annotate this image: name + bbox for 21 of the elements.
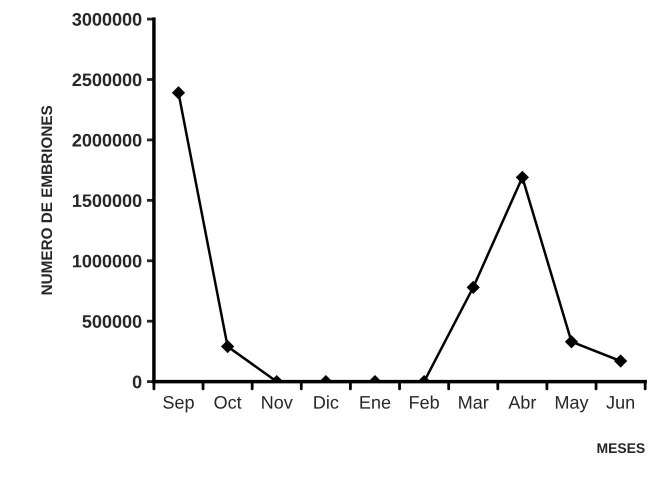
x-axis-title: MESES	[597, 443, 645, 454]
x-tick-label: Sep	[163, 396, 194, 412]
x-tick-label: May	[556, 396, 589, 412]
y-tick-label: 2000000	[72, 134, 142, 147]
y-axis-title: NUMERO DE EMBRIONES	[41, 106, 52, 294]
x-tick-label: Ene	[360, 396, 390, 409]
y-tick-label: 1500000	[72, 194, 142, 208]
x-tick-label: Oct	[214, 396, 242, 409]
x-tick-label: Feb	[410, 395, 439, 409]
x-tick-label: Jun	[606, 396, 634, 409]
y-tick-label: 3000000	[72, 13, 142, 26]
y-tick-label: 1000000	[72, 254, 142, 268]
x-tick-label: Abr	[508, 395, 536, 409]
point	[172, 86, 185, 100]
x-tick-label: Nov	[262, 396, 293, 409]
y-tick-label: 500000	[82, 315, 142, 328]
point	[516, 170, 529, 184]
y-tick-label: 0	[132, 376, 142, 388]
x-tick-label: Mar	[459, 396, 488, 409]
x-tick-label: Dic	[314, 395, 338, 409]
y-tick-label: 2500000	[72, 73, 142, 86]
